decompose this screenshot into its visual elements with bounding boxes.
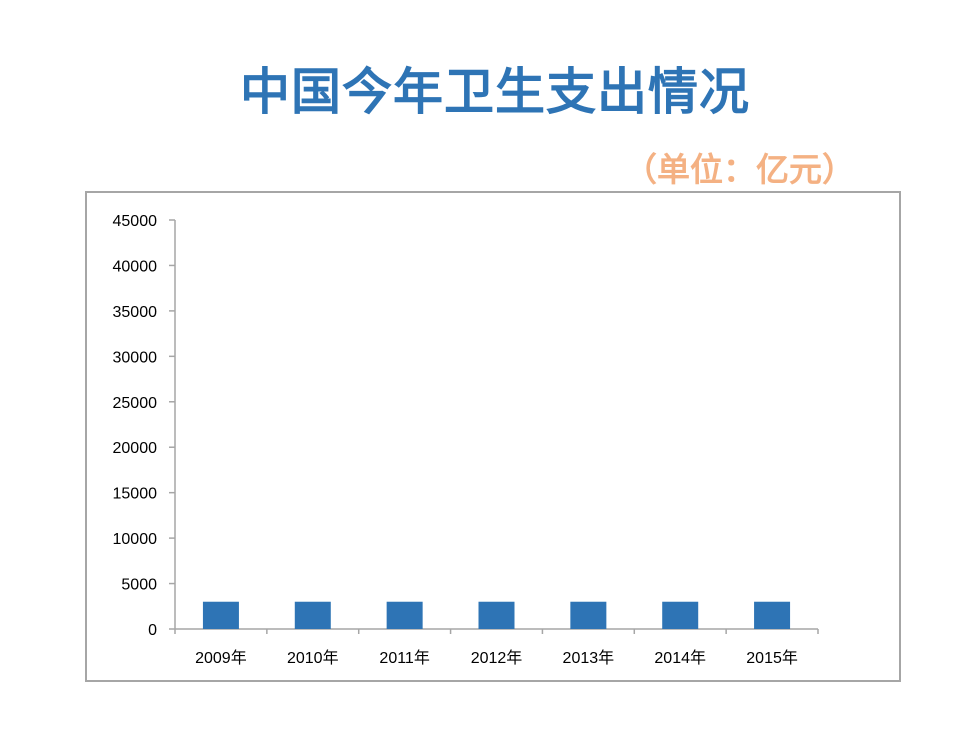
y-tick-label: 25000: [113, 395, 158, 412]
unit-label: （单位：亿元）: [624, 150, 855, 189]
bar: [202, 601, 239, 629]
y-tick-label: 35000: [113, 304, 158, 321]
bar: [754, 601, 791, 629]
x-tick-label: 2014年: [654, 649, 706, 667]
x-tick-label: 2015年: [746, 649, 798, 667]
y-tick-label: 10000: [113, 531, 158, 548]
x-tick-label: 2013年: [563, 649, 615, 667]
y-tick-label: 0: [148, 622, 157, 639]
y-axis: 0 5000 10000 15000 20000 25000 30000 35000 40000…: [113, 213, 176, 639]
x-axis: 2009年 2010年 2011年 2012年 2013年 2014年 2015年: [174, 628, 819, 667]
chart-title: 中国今年卫生支出情况: [240, 63, 750, 121]
bar: [662, 601, 699, 629]
bar: [294, 601, 331, 629]
bars: [202, 601, 791, 629]
y-tick-label: 40000: [113, 258, 158, 275]
x-tick-label: 2010年: [287, 649, 339, 667]
bar: [478, 601, 515, 629]
y-tick-label: 30000: [113, 349, 158, 366]
bar: [570, 601, 607, 629]
x-tick-label: 2011年: [379, 649, 429, 667]
y-tick-label: 20000: [113, 440, 158, 457]
y-tick-label: 45000: [113, 213, 158, 230]
x-tick-label: 2012年: [471, 649, 523, 667]
bar: [386, 601, 423, 629]
y-tick-label: 5000: [121, 577, 157, 594]
chart-area: [85, 191, 901, 682]
y-tick-label: 15000: [113, 486, 158, 503]
x-tick-label: 2009年: [195, 649, 247, 667]
